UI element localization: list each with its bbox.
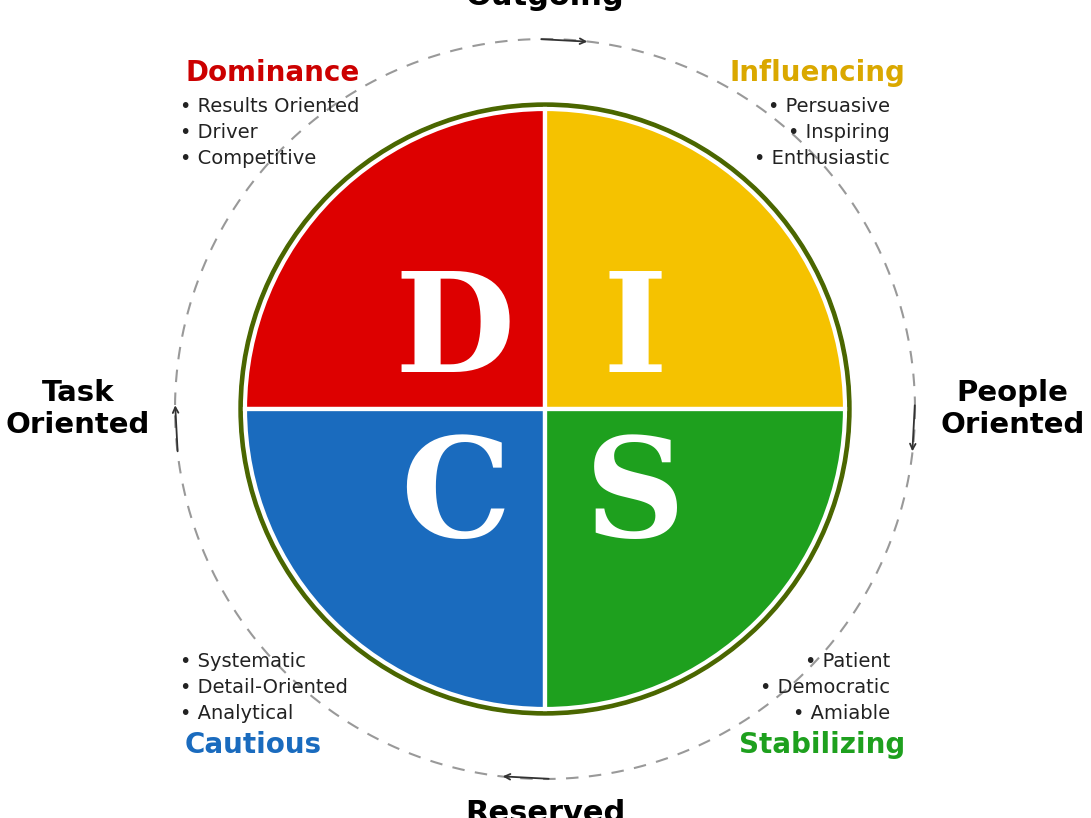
Text: D: D <box>395 267 515 401</box>
Text: People
Oriented: People Oriented <box>940 379 1084 439</box>
Circle shape <box>239 103 851 715</box>
Text: Cautious: Cautious <box>185 731 322 759</box>
Text: Reserved: Reserved <box>465 799 625 818</box>
Text: C: C <box>399 432 511 566</box>
Text: • Detail-Oriented: • Detail-Oriented <box>180 678 348 697</box>
Text: • Driver: • Driver <box>180 123 257 142</box>
Text: Outgoing: Outgoing <box>466 0 624 11</box>
Wedge shape <box>245 109 546 409</box>
Text: Task
Oriented: Task Oriented <box>5 379 149 439</box>
Text: Influencing: Influencing <box>729 59 906 87</box>
Text: S: S <box>585 432 685 566</box>
Text: • Systematic: • Systematic <box>180 652 305 671</box>
Text: • Enthusiastic: • Enthusiastic <box>754 149 890 168</box>
Text: I: I <box>602 267 668 401</box>
Text: • Inspiring: • Inspiring <box>789 123 890 142</box>
Wedge shape <box>245 409 546 709</box>
Text: • Results Oriented: • Results Oriented <box>180 97 359 116</box>
Text: • Patient: • Patient <box>805 652 890 671</box>
Wedge shape <box>546 109 846 409</box>
Wedge shape <box>546 409 846 709</box>
Text: Dominance: Dominance <box>185 59 359 87</box>
Text: • Persuasive: • Persuasive <box>768 97 890 116</box>
Text: • Democratic: • Democratic <box>760 678 890 697</box>
Text: • Amiable: • Amiable <box>793 704 890 723</box>
Text: • Analytical: • Analytical <box>180 704 293 723</box>
Text: • Competitive: • Competitive <box>180 149 316 168</box>
Text: Stabilizing: Stabilizing <box>739 731 906 759</box>
